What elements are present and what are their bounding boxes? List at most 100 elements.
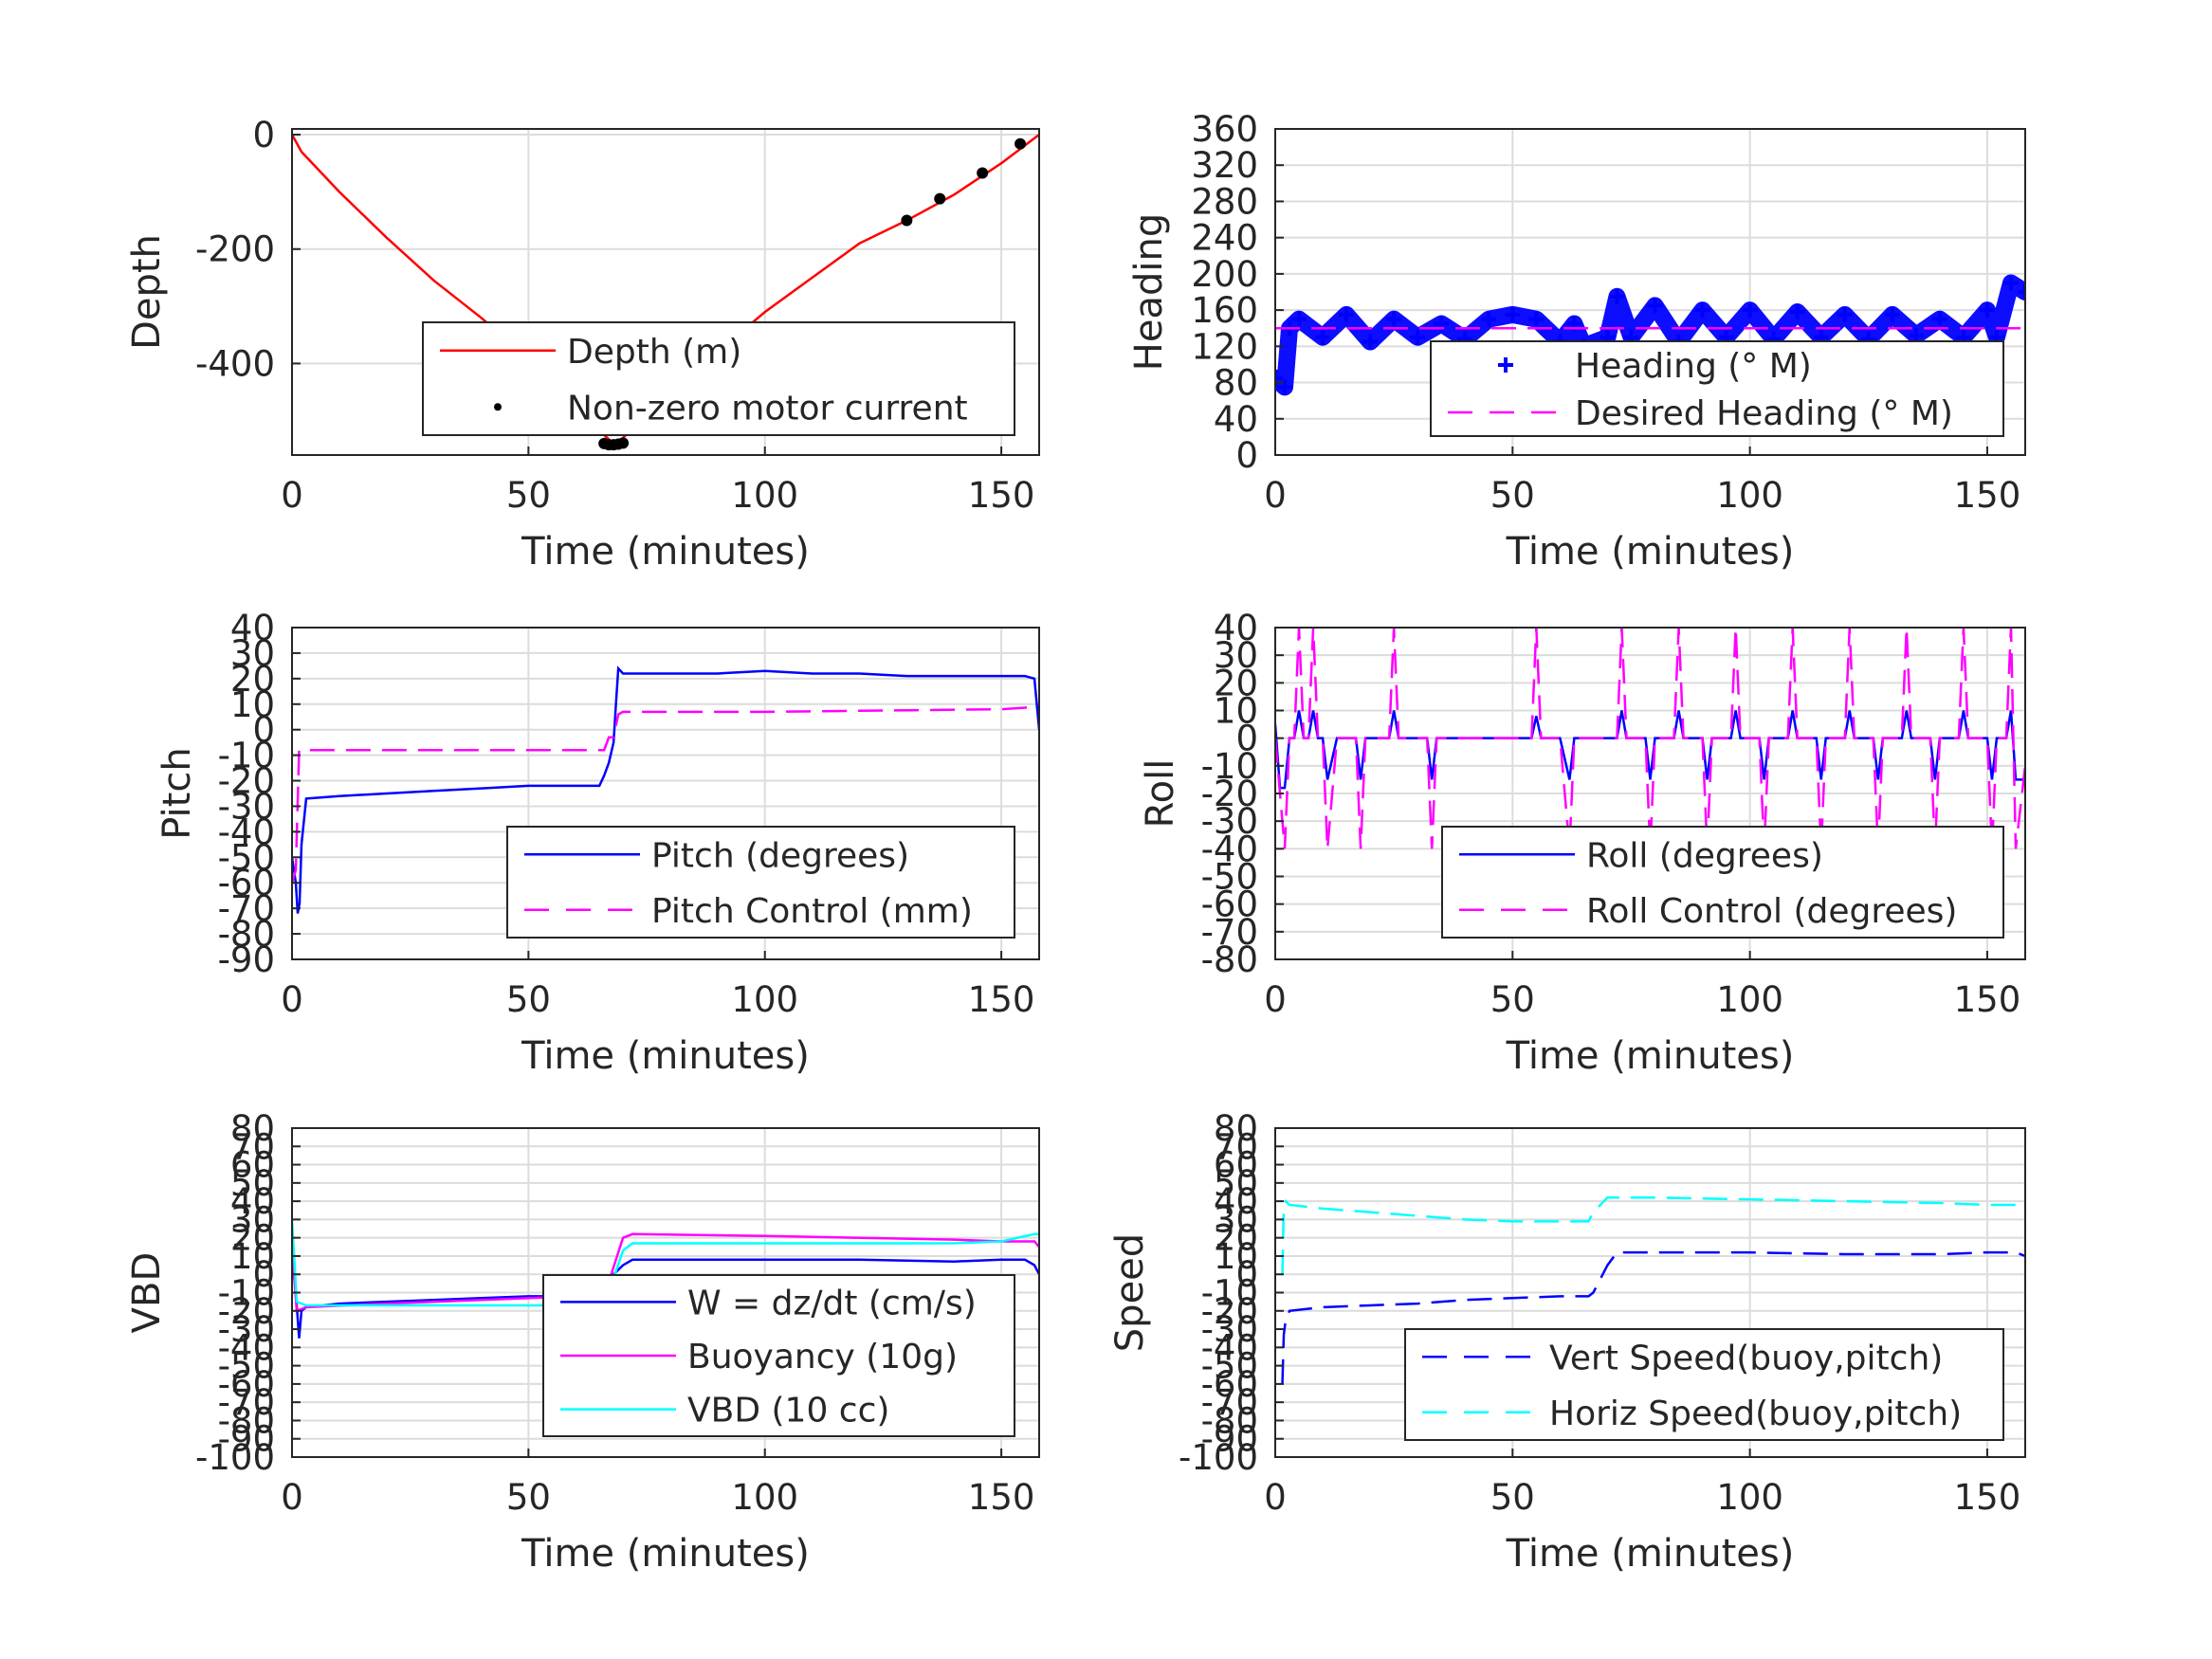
y-tick-label: -400 [195,343,275,384]
vbd-chart: 0 50 100 15080706050403020100-10-20-30-40-5… [125,1108,1040,1576]
legend-box [506,826,1015,939]
legend-label: Horiz Speed(buoy,pitch) [1549,1395,1962,1433]
y-tick-label: -30 [1201,801,1258,842]
series-line [1275,710,2025,790]
x-axis-label: Time (minutes) [1506,1034,1795,1078]
x-axis-label: Time (minutes) [521,1532,810,1576]
data-point [1277,379,1293,395]
legend-box [1404,1328,2004,1441]
series-line [292,665,1039,914]
data-point [1837,306,1853,322]
data-point [1931,311,1947,327]
y-tick-label: 10 [230,684,275,725]
y-tick-label: 40 [1214,608,1258,648]
data-point [934,192,946,205]
y-tick-label: 60 [230,1145,275,1186]
data-point [1789,304,1805,320]
y-tick-label: 360 [1191,109,1258,150]
y-tick-label: 30 [230,633,275,674]
y-tick-label: 10 [1214,1236,1258,1277]
x-tick-label: 100 [1716,979,1783,1020]
data-point [1481,311,1497,327]
legend-label: Vert Speed(buoy,pitch) [1549,1339,1943,1377]
y-tick-label: -100 [195,1437,275,1478]
data-point [1339,306,1355,322]
legend-label: Heading (° M) [1575,347,1812,386]
y-tick-label: -10 [1201,1273,1258,1314]
data-point [1315,329,1331,345]
x-tick-label: 100 [1716,1477,1783,1518]
y-tick-label: 0 [1235,1254,1258,1295]
x-tick-label: 150 [1954,1477,2021,1518]
y-tick-label: -40 [218,1327,275,1368]
y-tick-label: -80 [1201,939,1258,980]
x-axis-label: Time (minutes) [1506,1532,1795,1576]
y-tick-label: -60 [218,863,275,903]
series-line [292,705,1039,884]
data-point [1410,329,1426,345]
y-tick-label: -50 [1201,857,1258,898]
x-tick-label: 100 [731,979,798,1020]
y-tick-label: 50 [230,1163,275,1204]
legend-label: Pitch (degrees) [651,836,909,875]
y-tick-label: 20 [1214,1218,1258,1259]
y-axis-label: Pitch [155,747,199,839]
depth-legend: Depth (m) Non-zero motor current [422,321,1015,436]
y-axis-label: VBD [125,1252,169,1334]
y-tick-label: 0 [1235,435,1258,476]
y-tick-label: 20 [1214,663,1258,703]
x-tick-label: 50 [1490,475,1535,516]
legend-label: Roll Control (degrees) [1586,892,1957,931]
y-tick-label: 200 [1191,254,1258,295]
y-tick-label: 40 [1214,399,1258,440]
y-tick-label: -50 [218,1346,275,1387]
legend-label: Pitch Control (mm) [651,892,973,931]
y-tick-label: 80 [1214,363,1258,404]
x-tick-label: 0 [1264,979,1287,1020]
y-tick-label: 160 [1191,290,1258,331]
y-tick-label: -30 [1201,1309,1258,1350]
data-point [1609,288,1625,304]
y-tick-label: 30 [1214,635,1258,676]
speed-chart: 0 50 100 15080706050403020100-10-20-30-40-5… [1108,1108,2026,1576]
x-tick-label: 50 [1490,1477,1535,1518]
y-tick-label: -40 [1201,1327,1258,1368]
y-tick-label: -90 [218,1419,275,1460]
x-tick-label: 150 [968,1477,1035,1518]
data-point [2002,275,2019,291]
data-point [901,214,913,227]
legend-label: Buoyancy (10g) [687,1338,958,1376]
y-tick-label: 120 [1191,326,1258,367]
x-tick-label: 150 [1954,979,2021,1020]
data-point [1505,306,1521,322]
y-tick-label: 0 [252,115,275,155]
y-tick-label: 10 [230,1236,275,1277]
legend-label: Roll (degrees) [1586,836,1823,875]
data-point [1979,302,1995,319]
y-tick-label: -50 [1201,1346,1258,1387]
y-tick-label: -200 [195,229,275,270]
y-tick-label: -80 [218,914,275,955]
series-line [1275,274,2025,396]
y-tick-label: 40 [230,1181,275,1222]
pitch-chart: 0 50 100 150403020100-10-20-30-40-50-60-70-… [155,608,1040,1078]
x-tick-label: 50 [506,475,551,516]
y-tick-label: -60 [218,1364,275,1405]
y-tick-label: -70 [1201,1382,1258,1423]
x-tick-label: 100 [1716,475,1783,516]
series-line [1281,1250,2025,1384]
data-point [977,167,989,179]
data-point [1362,334,1379,350]
y-tick-label: -90 [218,939,275,980]
y-tick-label: 30 [1214,1199,1258,1240]
y-tick-label: 80 [230,1108,275,1149]
y-tick-label: -70 [1201,912,1258,953]
y-tick-label: 40 [230,608,275,648]
x-tick-label: 150 [968,475,1035,516]
y-tick-label: 240 [1191,218,1258,259]
heading-legend: Heading (° M) Desired Heading (° M) [1430,340,2004,437]
legend-label: Depth (m) [567,333,741,372]
legend-marker [1498,357,1513,373]
